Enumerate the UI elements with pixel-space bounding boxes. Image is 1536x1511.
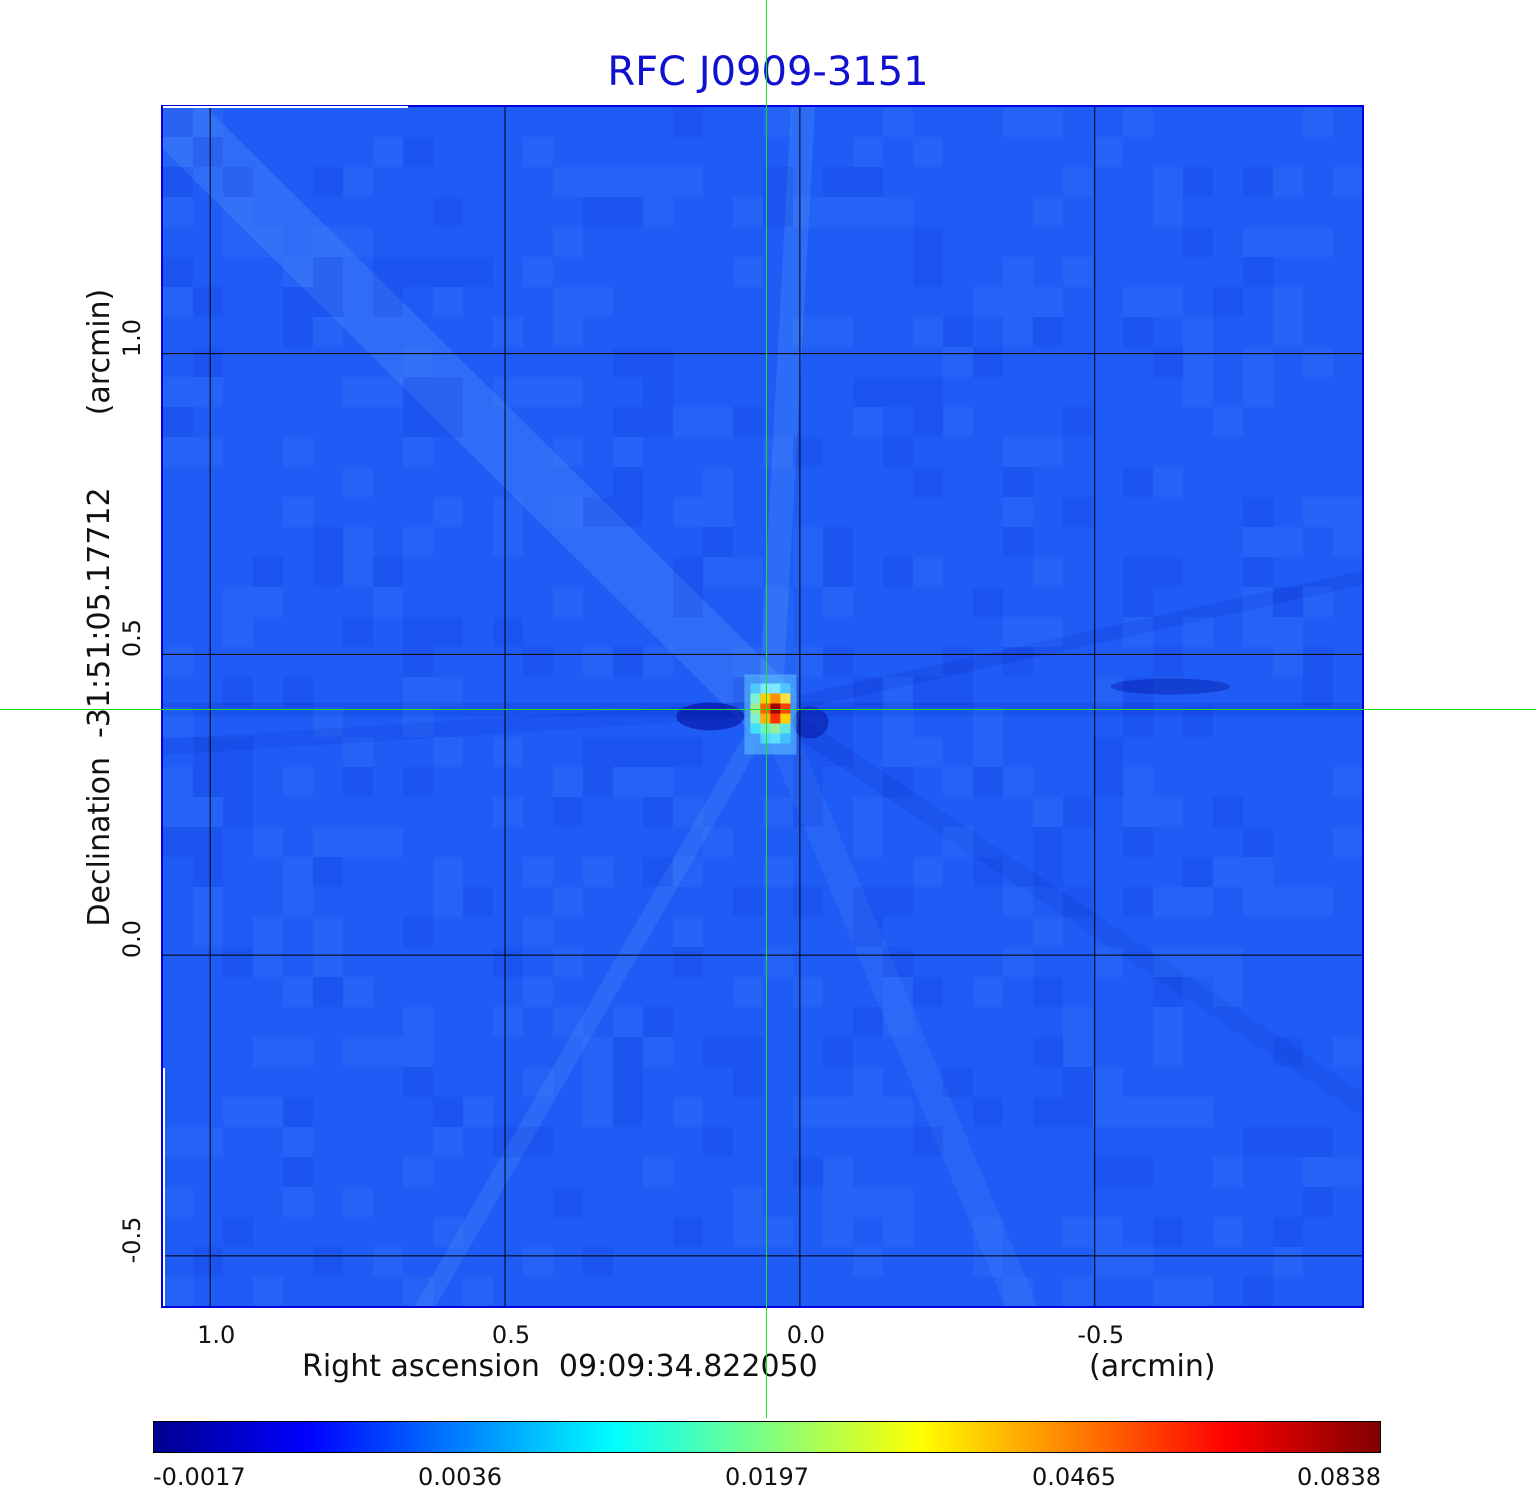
- y-tick-label: 1.0: [118, 318, 146, 357]
- sidelobe-streak-6: [755, 693, 1038, 1306]
- source-pixel-0: [750, 683, 761, 694]
- source-pixel-3: [780, 683, 791, 694]
- colorbar-tick-label: 0.0838: [1297, 1463, 1381, 1491]
- x-axis-unit: (arcmin): [1089, 1349, 1216, 1384]
- x-axis-label: Right ascension 09:09:34.822050: [302, 1349, 818, 1384]
- negative-lobe-left: [676, 702, 745, 731]
- source-pixel-7: [780, 693, 791, 704]
- x-tick-label: -0.5: [1077, 1321, 1125, 1349]
- x-tick-label: 0.0: [786, 1321, 825, 1349]
- source-pixel-17: [760, 723, 771, 734]
- source-pixel-11: [780, 703, 791, 714]
- source-pixel-9: [760, 703, 771, 714]
- negative-lobe-right: [792, 706, 829, 739]
- y-tick-label: 0.0: [118, 920, 146, 959]
- sidelobe-streak-5: [758, 107, 815, 721]
- source-pixel-16: [750, 723, 761, 734]
- source-pixel-21: [770, 733, 781, 744]
- source-pixel-12: [750, 713, 761, 724]
- y-axis-unit: (arcmin): [82, 288, 117, 416]
- frame-edge-mark-top: [163, 106, 408, 108]
- y-tick-label: -0.5: [118, 1216, 146, 1264]
- source-pixel-6: [770, 693, 781, 704]
- source-pixel-1: [760, 683, 771, 694]
- source-pixel-13: [760, 713, 771, 724]
- sidelobe-streak-1: [763, 570, 1362, 716]
- source-pixel-14: [770, 713, 781, 724]
- y-tick-label: 0.5: [118, 619, 146, 658]
- source-pixel-19: [780, 723, 791, 734]
- colorbar-tick-label: 0.0197: [725, 1463, 809, 1491]
- x-tick-label: 1.0: [197, 1321, 236, 1349]
- colorbar-tick-label: 0.0465: [1032, 1463, 1116, 1491]
- sidelobe-streak-3: [414, 699, 780, 1306]
- image-svg: [163, 107, 1362, 1306]
- source-pixel-20: [760, 733, 771, 744]
- colorbar-tick-label: 0.0036: [418, 1463, 502, 1491]
- x-tick-label: 0.5: [491, 1321, 531, 1349]
- image-plot-area[interactable]: [161, 105, 1364, 1308]
- crosshair-horizontal: [0, 709, 1536, 710]
- sidelobe-streak-2: [163, 700, 779, 755]
- sidelobe-streak-0: [163, 107, 801, 739]
- y-axis-label: Declination -31:51:05.17712: [82, 487, 117, 927]
- source-pixel-5: [760, 693, 771, 704]
- source-pixel-15: [780, 713, 791, 724]
- colorbar: [153, 1421, 1381, 1453]
- frame-edge-mark-left: [163, 1068, 165, 1306]
- negative-lobe-east: [1110, 678, 1231, 695]
- colorbar-tick-label: -0.0017: [153, 1463, 246, 1491]
- chart-title: RFC J0909-3151: [607, 49, 929, 95]
- source-pixel-8: [750, 703, 761, 714]
- source-pixel-10: [770, 703, 781, 714]
- sidelobe-streak-4: [760, 698, 1362, 1117]
- source-pixel-4: [750, 693, 761, 704]
- source-pixel-18: [770, 723, 781, 734]
- source-pixel-22: [780, 733, 791, 744]
- source-pixel-2: [770, 683, 781, 694]
